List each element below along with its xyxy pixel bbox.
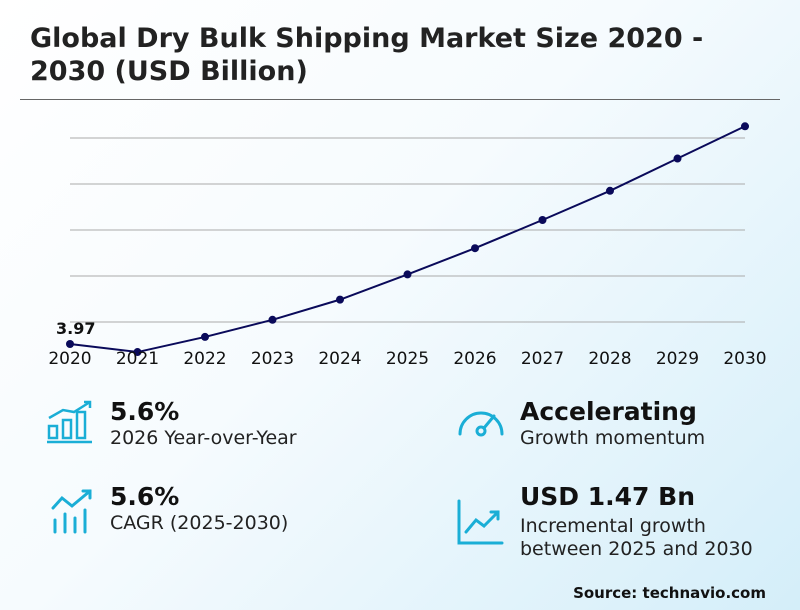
x-tick-label: 2023 bbox=[251, 349, 294, 369]
data-point bbox=[201, 332, 209, 341]
kpi-value: Accelerating bbox=[520, 397, 697, 426]
data-label: 3.97 bbox=[56, 319, 95, 338]
x-tick-label: 2030 bbox=[723, 349, 766, 369]
kpi-incremental: USD 1.47 Bn Incremental growth between 2… bbox=[520, 482, 780, 561]
source-note: Source: technavio.com bbox=[573, 584, 766, 602]
x-tick-label: 2028 bbox=[588, 349, 631, 369]
kpi-label: Growth momentum bbox=[520, 427, 706, 449]
x-tick-label: 2020 bbox=[48, 349, 91, 369]
kpi-value: USD 1.47 Bn bbox=[520, 482, 695, 511]
data-point bbox=[471, 244, 479, 253]
data-point bbox=[403, 270, 412, 279]
bar-chart-growth-icon bbox=[47, 400, 92, 444]
x-tick-label: 2027 bbox=[521, 349, 564, 369]
title-divider bbox=[20, 99, 780, 100]
x-tick-label: 2022 bbox=[183, 349, 226, 369]
x-tick-label: 2024 bbox=[318, 349, 361, 369]
line-chart-up-icon bbox=[457, 499, 504, 545]
data-point bbox=[538, 216, 547, 225]
data-point bbox=[673, 154, 682, 163]
data-point bbox=[268, 315, 277, 324]
kpi-cagr: 5.6% CAGR (2025-2030) bbox=[110, 482, 288, 535]
kpi-momentum: Accelerating Growth momentum bbox=[520, 397, 705, 450]
trend-bars-icon bbox=[51, 489, 92, 534]
data-point bbox=[66, 339, 74, 348]
x-tick-label: 2026 bbox=[453, 349, 496, 369]
line-chart: 2020 2021 2022 2023 2024 2025 2026 2027 2028 2029… bbox=[48, 122, 767, 369]
x-tick-label: 2029 bbox=[656, 349, 699, 369]
x-tick-label: 2025 bbox=[386, 349, 429, 369]
kpi-value: 5.6% bbox=[110, 482, 180, 511]
speedometer-icon bbox=[458, 411, 504, 437]
data-point bbox=[606, 186, 614, 195]
kpi-label: CAGR (2025-2030) bbox=[110, 512, 289, 534]
x-tick-label: 2021 bbox=[116, 349, 159, 369]
kpi-value: 5.6% bbox=[110, 397, 180, 426]
data-point bbox=[133, 348, 142, 357]
data-point bbox=[336, 295, 344, 304]
series-line bbox=[69, 125, 746, 354]
chart-title: Global Dry Bulk Shipping Market Size 202… bbox=[30, 23, 704, 87]
kpi-yoy: 5.6% 2026 Year-over-Year bbox=[110, 397, 297, 450]
kpi-label: Incremental growth between 2025 and 2030 bbox=[520, 515, 753, 560]
data-point bbox=[741, 122, 749, 131]
kpi-label: 2026 Year-over-Year bbox=[110, 427, 297, 449]
